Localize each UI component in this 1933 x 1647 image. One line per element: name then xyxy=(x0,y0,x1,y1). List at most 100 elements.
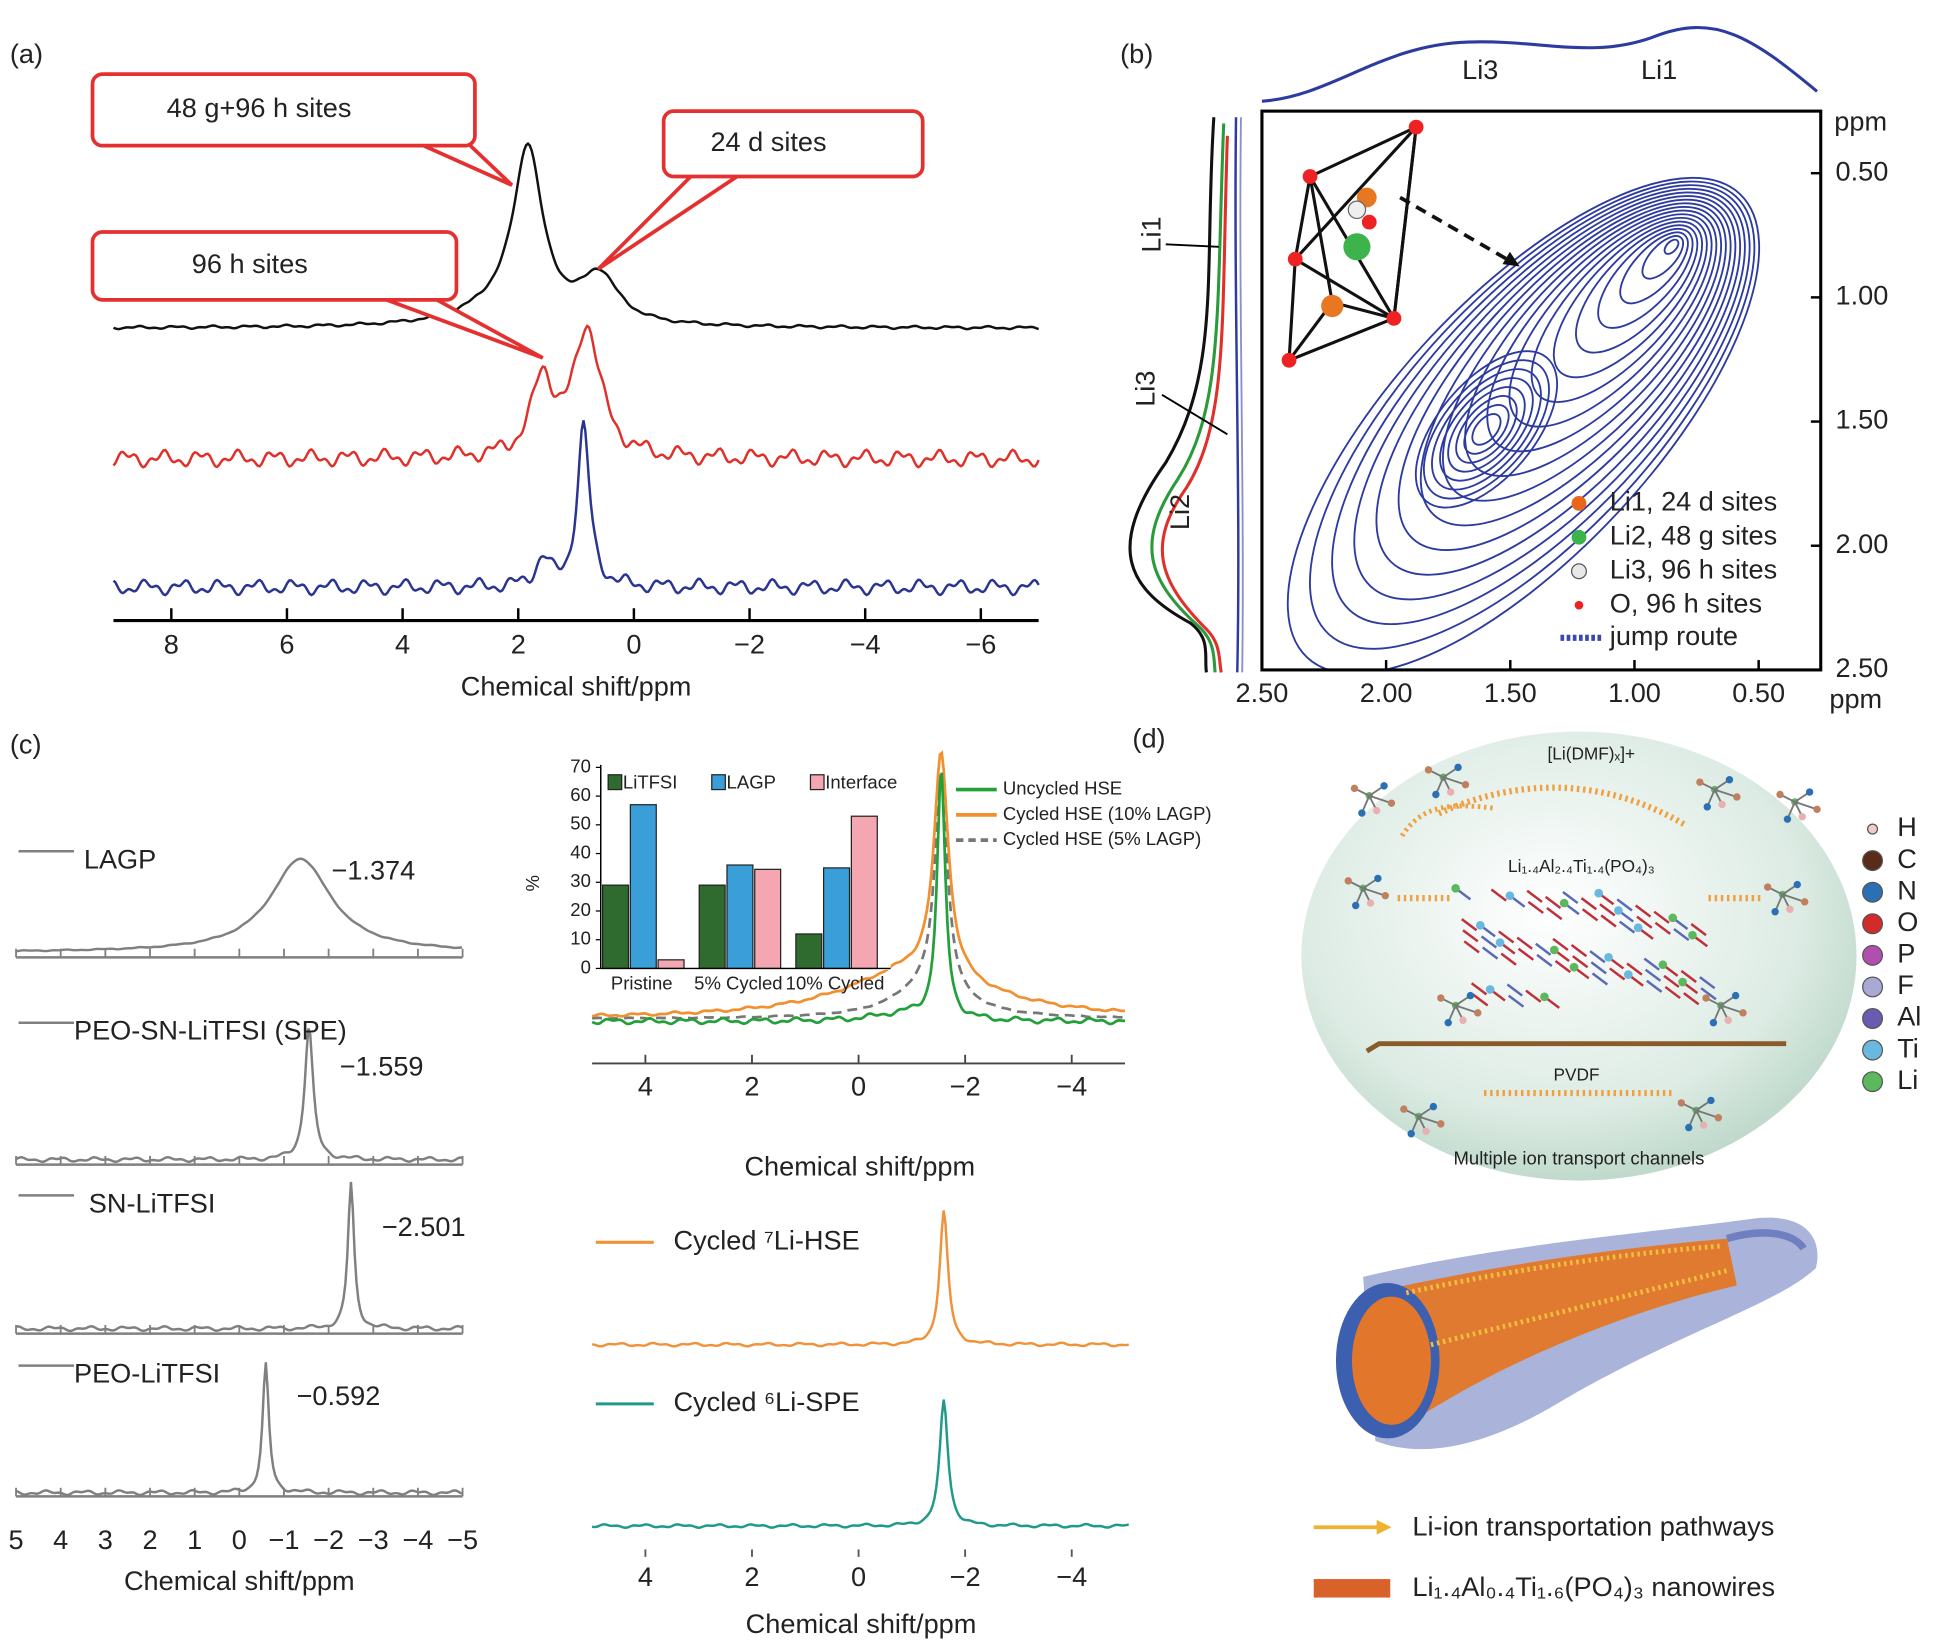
lattice-atom xyxy=(1678,977,1687,987)
legend-marker xyxy=(1571,495,1587,511)
bar xyxy=(754,868,782,970)
x-tick-label: 2.00 xyxy=(1360,677,1413,708)
lattice-bond xyxy=(1480,935,1498,949)
legend-label: Li1, 24 d sites xyxy=(1610,486,1777,517)
atom xyxy=(1408,119,1424,135)
molecule-atom xyxy=(1422,1127,1430,1135)
pointer xyxy=(1165,243,1219,248)
callout-text: 48 g+96 h sites xyxy=(167,92,352,123)
peak-label: −0.592 xyxy=(297,1380,381,1411)
legend-label: jump route xyxy=(1609,620,1738,651)
spectrum-blue xyxy=(112,420,1040,597)
lattice-bond xyxy=(1580,897,1597,911)
y-tick-label: 30 xyxy=(570,870,591,891)
atom-label: Al xyxy=(1897,1001,1921,1032)
series-name: SN-LiTFSI xyxy=(89,1187,216,1218)
atom-label: O xyxy=(1897,906,1918,937)
tube-end-core xyxy=(1351,1296,1431,1425)
lattice-bond xyxy=(1526,889,1543,903)
contour xyxy=(1431,368,1542,491)
molecule-atom xyxy=(1344,877,1352,885)
lattice-bond xyxy=(1653,910,1670,924)
x-tick-label: −4 xyxy=(1056,1070,1087,1101)
spectrum xyxy=(592,750,1126,1018)
legend-swatch xyxy=(1313,1579,1391,1598)
spectrum-red xyxy=(112,324,1040,469)
arrow-head xyxy=(1502,251,1520,267)
x-tick-label: 5% Cycled xyxy=(694,972,782,993)
molecule-atom xyxy=(1709,1019,1718,1027)
lattice-atom xyxy=(1475,920,1485,930)
lattice-bond xyxy=(1664,985,1681,1000)
crystal-edge xyxy=(1288,316,1395,362)
lattice-bond xyxy=(1643,957,1660,971)
lattice-bond xyxy=(1626,962,1643,976)
crystal-edge xyxy=(1294,257,1395,320)
molecule-atom xyxy=(1685,1123,1693,1132)
x-tick-label: 4 xyxy=(395,629,410,660)
contour xyxy=(1353,187,1746,601)
lattice-bond xyxy=(1581,908,1599,922)
molecule-atom xyxy=(1677,1099,1686,1107)
x-axis-label: Chemical shift/ppm xyxy=(746,1608,977,1639)
contour xyxy=(1619,231,1689,305)
contour xyxy=(1331,184,1751,626)
complex-label: [Li(DMF)ₓ]+ xyxy=(1547,744,1635,764)
x-tick-label: −2 xyxy=(950,1561,981,1592)
lattice-bond xyxy=(1680,969,1697,984)
lattice-atom xyxy=(1485,985,1495,994)
contour xyxy=(1530,216,1708,403)
molecule-bond xyxy=(1362,887,1386,897)
molecule-atom xyxy=(1764,883,1772,891)
lattice-bond xyxy=(1590,961,1607,975)
molecule-atom xyxy=(1703,803,1711,811)
panel-label: (d) xyxy=(1132,722,1165,753)
contour xyxy=(1414,350,1559,509)
y-tick-label: 60 xyxy=(570,784,591,805)
molecule-bond xyxy=(1455,1004,1479,1014)
side-projection xyxy=(1234,117,1240,673)
panel-label: (c) xyxy=(10,729,42,760)
molecule-bond xyxy=(1695,1109,1719,1119)
lattice-bond xyxy=(1500,952,1517,966)
molecule-atom xyxy=(1805,788,1814,796)
molecule-atom xyxy=(1381,891,1389,900)
molecule-bond xyxy=(1442,776,1466,786)
lattice-bond xyxy=(1616,898,1633,912)
molecule-atom xyxy=(1699,1121,1708,1129)
x-tick-label: 1.50 xyxy=(1484,677,1537,708)
y-tick-label: 0.50 xyxy=(1836,155,1889,186)
legend-label: Interface xyxy=(825,771,897,792)
legend-label: Li₁.₄Al₀.₄Ti₁.₆(PO₄)₃ nanowires xyxy=(1412,1571,1775,1602)
atom-swatch xyxy=(1862,850,1884,872)
molecule-atom xyxy=(1366,899,1375,907)
legend-label: LAGP xyxy=(727,771,776,792)
lattice-bond xyxy=(1498,930,1515,944)
panel-label: (a) xyxy=(10,38,43,69)
lattice-atom xyxy=(1658,960,1668,970)
projection-label: Li3 xyxy=(1129,371,1160,407)
y-tick-label: 20 xyxy=(570,899,591,920)
y-tick-label: 70 xyxy=(570,755,591,776)
spectrum xyxy=(15,1181,463,1333)
lattice-bond xyxy=(1609,967,1626,981)
atom-swatch xyxy=(1862,1039,1884,1061)
x-axis-label: Chemical shift/ppm xyxy=(124,1565,355,1596)
bar xyxy=(657,959,685,970)
callout-pointer xyxy=(596,168,753,271)
callout-text: 24 d sites xyxy=(710,126,826,157)
lattice-atom xyxy=(1540,992,1549,1002)
contours xyxy=(1286,176,1761,670)
molecule-atom xyxy=(1801,898,1809,906)
lattice-bond xyxy=(1536,953,1553,967)
molecule-bond xyxy=(1782,893,1806,903)
molecule-atom xyxy=(1776,790,1784,799)
lattice-bond xyxy=(1507,994,1525,1008)
contour xyxy=(1442,202,1727,502)
x-tick-label: −2 xyxy=(950,1070,981,1101)
caption: Multiple ion transport channels xyxy=(1454,1148,1705,1169)
atom xyxy=(1287,251,1303,267)
lattice-atom xyxy=(1569,962,1579,972)
polymer-chain xyxy=(1365,1041,1787,1054)
